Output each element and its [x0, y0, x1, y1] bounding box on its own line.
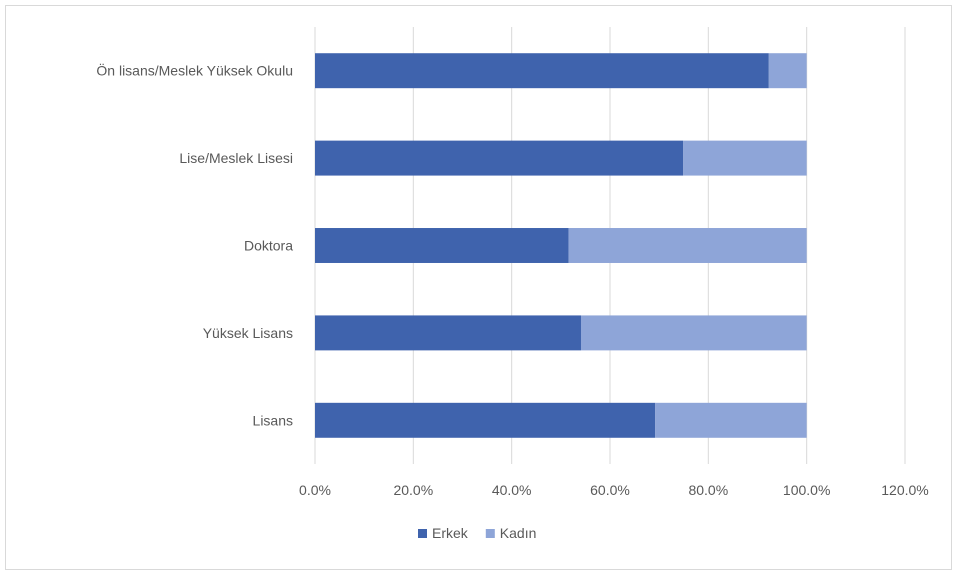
bar-kad-n-1	[580, 315, 807, 351]
bar-erkek-3	[315, 140, 684, 176]
category-label: Lisans	[253, 412, 293, 428]
legend: Erkek Kadın	[418, 525, 536, 541]
legend-label: Erkek	[432, 525, 469, 541]
bar-kad-n-4	[768, 53, 807, 89]
x-tick-label: 80.0%	[688, 482, 728, 498]
category-label: Lise/Meslek Lisesi	[179, 150, 293, 166]
x-tick-label: 20.0%	[393, 482, 433, 498]
chart-frame: 0.0% 20.0% 40.0% 60.0% 80.0% 100.0% 120.0% Lis…	[5, 5, 952, 570]
bar-erkek-2	[315, 228, 569, 263]
y-axis-category-labels: Lisans Yüksek Lisans Doktora Lise/Meslek Li…	[96, 62, 293, 429]
category-label: Yüksek Lisans	[203, 325, 293, 341]
category-label: Ön lisans/Meslek Yüksek Okulu	[96, 62, 293, 79]
x-tick-label: 60.0%	[590, 482, 630, 498]
bar-kad-n-3	[683, 140, 807, 176]
x-tick-label: 0.0%	[299, 482, 331, 498]
legend-swatch	[418, 529, 427, 538]
bar-kad-n-0	[655, 402, 807, 438]
legend-label: Kadın	[500, 525, 537, 541]
category-label: Doktora	[244, 238, 293, 254]
x-axis-tick-labels: 0.0% 20.0% 40.0% 60.0% 80.0% 100.0% 120.0%	[299, 482, 929, 498]
bar-erkek-0	[315, 402, 656, 438]
stacked-bar-chart: 0.0% 20.0% 40.0% 60.0% 80.0% 100.0% 120.0% Lis…	[96, 27, 929, 541]
legend-swatch	[485, 529, 495, 538]
x-tick-label: 40.0%	[492, 482, 532, 498]
x-tick-label: 120.0%	[881, 482, 928, 498]
bar-erkek-4	[315, 53, 769, 89]
bars	[315, 53, 807, 438]
x-tick-label: 100.0%	[783, 482, 830, 498]
bar-kad-n-2	[568, 228, 807, 263]
bar-erkek-1	[315, 315, 581, 351]
